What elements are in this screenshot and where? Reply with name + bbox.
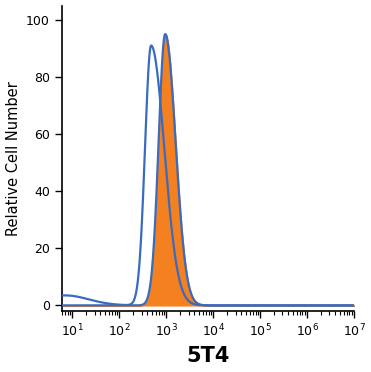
X-axis label: 5T4: 5T4 <box>186 346 230 366</box>
Y-axis label: Relative Cell Number: Relative Cell Number <box>6 81 20 236</box>
